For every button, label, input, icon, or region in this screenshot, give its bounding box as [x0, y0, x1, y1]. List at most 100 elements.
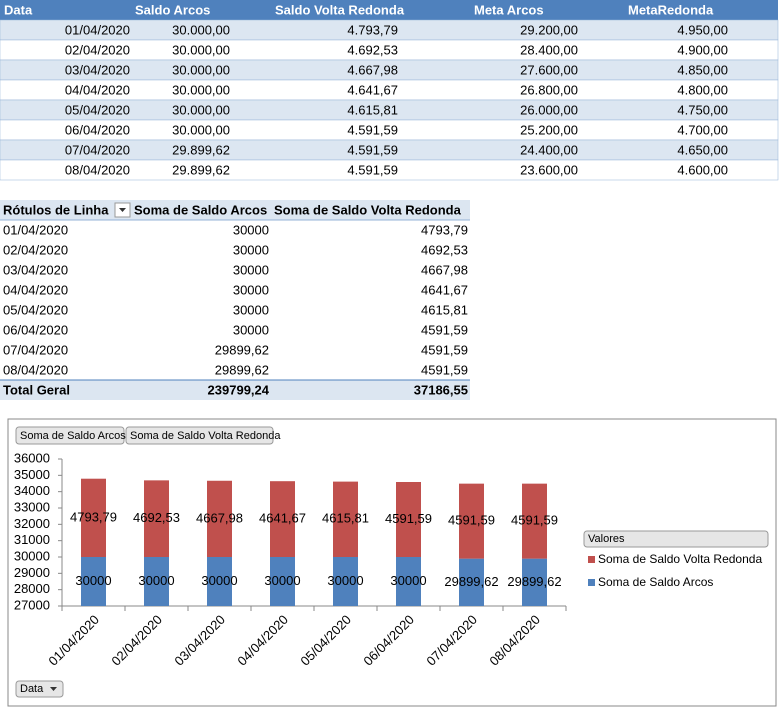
table-cell: 30.000,00	[172, 42, 230, 57]
table-cell: 28.400,00	[520, 42, 578, 57]
pivot-cell: 02/04/2020	[3, 242, 68, 257]
pivot-cell: 08/04/2020	[3, 362, 68, 377]
chart-frame	[7, 418, 777, 707]
y-tick-label: 33000	[14, 499, 50, 514]
bar-segment	[207, 557, 232, 606]
column-header: MetaRedonda	[628, 2, 714, 17]
bar-segment	[459, 558, 484, 606]
pivot-cell: 4692,53	[421, 242, 468, 257]
field-button[interactable]	[125, 426, 274, 445]
pivot-header-cell: Soma de Saldo Arcos	[134, 202, 267, 217]
table-cell: 30.000,00	[172, 62, 230, 77]
table-cell: 29.200,00	[520, 22, 578, 37]
table-cell: 06/04/2020	[65, 122, 130, 137]
bar-segment	[522, 558, 547, 606]
y-tick-label: 30000	[14, 548, 50, 563]
y-tick-label: 31000	[14, 532, 50, 547]
bar-segment	[81, 478, 106, 557]
legend-label: Soma de Saldo Volta Redonda	[598, 552, 762, 566]
table-cell: 4.800,00	[677, 82, 728, 97]
pivot-cell: 01/04/2020	[3, 222, 68, 237]
table-cell: 25.200,00	[520, 122, 578, 137]
data-label: 30000	[390, 573, 426, 588]
pivot-total-row	[0, 380, 470, 400]
table-cell: 26.000,00	[520, 102, 578, 117]
table-cell: 4.591,59	[347, 162, 398, 177]
pivot-cell: 30000	[233, 322, 269, 337]
y-tick-label: 36000	[14, 450, 50, 465]
table-cell: 4.600,00	[677, 162, 728, 177]
table-cell: 4.950,00	[677, 22, 728, 37]
data-label: 29899,62	[444, 574, 498, 589]
axis-field-arrow	[50, 687, 57, 691]
table-cell: 30.000,00	[172, 22, 230, 37]
bar-segment	[333, 481, 358, 557]
pivot-cell: 04/04/2020	[3, 282, 68, 297]
y-tick-label: 27000	[14, 597, 50, 612]
pivot-cell: 03/04/2020	[3, 262, 68, 277]
table-cell: 26.800,00	[520, 82, 578, 97]
data-label: 4641,67	[259, 511, 306, 526]
table-cell: 23.600,00	[520, 162, 578, 177]
table-cell: 04/04/2020	[65, 82, 130, 97]
pivot-cell: 29899,62	[215, 362, 269, 377]
legend-title: Valores	[588, 533, 625, 545]
table-cell: 4.641,67	[347, 82, 398, 97]
data-label: 4667,98	[196, 510, 243, 525]
bar-segment	[270, 557, 295, 606]
y-tick-label: 34000	[14, 483, 50, 498]
bar-segment	[396, 482, 421, 557]
legend-swatch	[588, 579, 595, 586]
column-header: Meta Arcos	[474, 2, 544, 17]
data-label: 4692,53	[133, 510, 180, 525]
table-cell: 4.900,00	[677, 42, 728, 57]
bar-segment	[144, 480, 169, 557]
pivot-cell: 4591,59	[421, 342, 468, 357]
pivot-total-cell: 37186,55	[414, 382, 468, 397]
data-label: 4591,59	[385, 511, 432, 526]
pivot-cell: 05/04/2020	[3, 302, 68, 317]
legend-swatch	[588, 556, 595, 563]
y-tick-label: 32000	[14, 516, 50, 531]
pivot-cell: 4641,67	[421, 282, 468, 297]
pivot-cell: 4591,59	[421, 362, 468, 377]
y-tick-label: 28000	[14, 581, 50, 596]
pivot-total-cell: Total Geral	[3, 382, 70, 397]
axis-field-label: Data	[20, 683, 44, 695]
pivot-cell: 30000	[233, 302, 269, 317]
table-cell: 03/04/2020	[65, 62, 130, 77]
data-label: 4591,59	[511, 513, 558, 528]
table-cell: 30.000,00	[172, 122, 230, 137]
pivot-cell: 07/04/2020	[3, 342, 68, 357]
table-cell: 29.899,62	[172, 162, 230, 177]
data-label: 30000	[327, 573, 363, 588]
table-cell: 05/04/2020	[65, 102, 130, 117]
data-label: 30000	[75, 573, 111, 588]
table-cell: 30.000,00	[172, 102, 230, 117]
pivot-cell: 30000	[233, 262, 269, 277]
table-cell: 4.750,00	[677, 102, 728, 117]
y-tick-label: 35000	[14, 467, 50, 482]
table-cell: 4.700,00	[677, 122, 728, 137]
data-label: 30000	[138, 573, 174, 588]
table-cell: 4.850,00	[677, 62, 728, 77]
axis-field-button[interactable]	[15, 680, 64, 698]
bar-segment	[81, 557, 106, 606]
legend-title-box	[583, 530, 769, 548]
pivot-cell: 06/04/2020	[3, 322, 68, 337]
table-cell: 07/04/2020	[65, 142, 130, 157]
pivot-cell: 4667,98	[421, 262, 468, 277]
column-header: Saldo Arcos	[135, 2, 210, 17]
pivot-cell: 4615,81	[421, 302, 468, 317]
table-cell: 02/04/2020	[65, 42, 130, 57]
pivot-cell: 29899,62	[215, 342, 269, 357]
field-button[interactable]	[15, 426, 125, 445]
header-row	[0, 0, 778, 20]
table-cell: 29.899,62	[172, 142, 230, 157]
data-label: 4615,81	[322, 511, 369, 526]
table-cell: 4.591,59	[347, 122, 398, 137]
pivot-header-cell: Rótulos de Linha	[3, 202, 109, 217]
bar-segment	[207, 480, 232, 557]
column-header: Saldo Volta Redonda	[275, 2, 405, 17]
